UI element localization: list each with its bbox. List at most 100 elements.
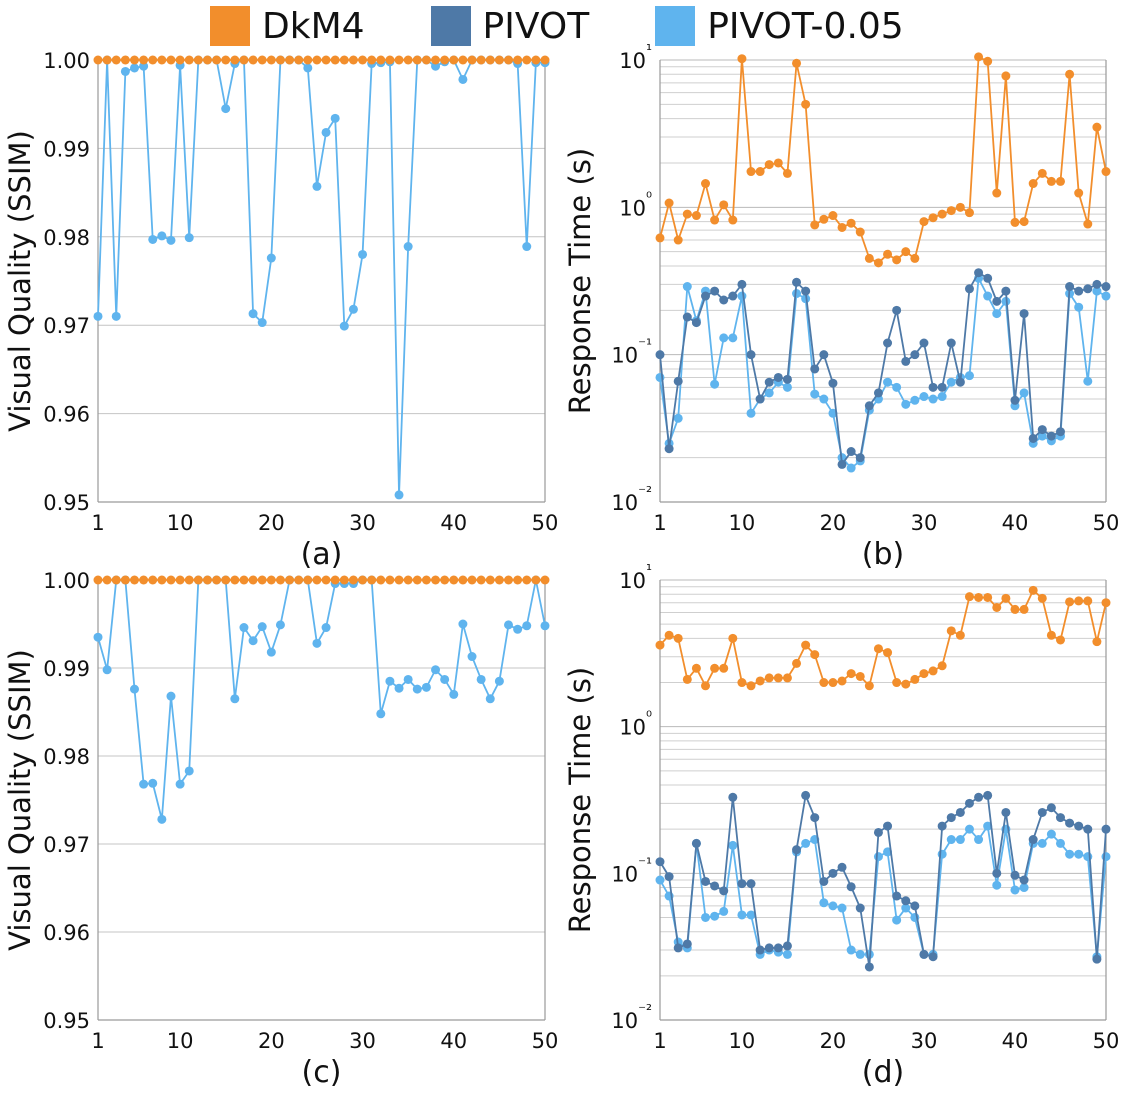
data-point-dkm4: [1074, 188, 1084, 198]
data-point-dkm4: [321, 55, 331, 65]
x-tick-label: 40: [1002, 511, 1029, 535]
data-point-dkm4: [403, 55, 413, 65]
data-point-dkm4: [431, 575, 441, 585]
data-point-pivot: [682, 312, 692, 322]
data-point-pivot-0-05: [120, 66, 130, 76]
data-point-pivot: [810, 813, 820, 823]
data-point-pivot-0-05: [901, 903, 911, 913]
data-point-pivot: [855, 903, 865, 913]
data-point-dkm4: [504, 55, 514, 65]
series-line-pivot-0-05: [97, 579, 546, 820]
data-point-pivot: [664, 444, 674, 454]
legend-label-pivot: PIVOT: [482, 5, 590, 47]
y-tick-label: 0.95: [43, 1009, 90, 1033]
data-point-pivot-0-05: [139, 779, 149, 789]
data-point-pivot-0-05: [1074, 302, 1084, 312]
data-point-dkm4: [955, 202, 965, 212]
chart-panel-1: 10⁻² 10⁻¹ 10⁰ 10¹ 1 10 20 30 40 50 Response Time (…: [563, 41, 1119, 572]
data-point-dkm4: [901, 247, 911, 257]
data-point-dkm4: [864, 253, 874, 263]
data-point-pivot-0-05: [710, 911, 720, 921]
data-point-dkm4: [1037, 168, 1047, 178]
data-point-pivot: [701, 291, 711, 301]
legend-swatch-pivot: [430, 6, 471, 46]
data-point-dkm4: [111, 55, 121, 65]
data-point-dkm4: [367, 575, 377, 585]
data-point-dkm4: [339, 55, 349, 65]
data-point-pivot-0-05: [230, 694, 240, 704]
data-point-dkm4: [1028, 179, 1038, 189]
data-point-dkm4: [664, 198, 674, 208]
panel-label: (c): [302, 1055, 342, 1090]
data-point-dkm4: [992, 188, 1002, 198]
data-point-pivot-0-05: [728, 333, 738, 343]
data-point-dkm4: [285, 575, 295, 585]
series-pivot: [655, 790, 1111, 972]
data-point-dkm4: [522, 575, 532, 585]
data-point-pivot: [883, 821, 893, 831]
data-point-pivot-0-05: [719, 906, 729, 916]
data-point-dkm4: [531, 575, 541, 585]
data-point-dkm4: [248, 575, 258, 585]
data-point-dkm4: [892, 255, 902, 265]
data-point-dkm4: [431, 55, 441, 65]
data-point-dkm4: [710, 215, 720, 225]
x-tick-label: 10: [167, 1029, 194, 1053]
y-tick-label: 0.98: [43, 226, 90, 250]
data-point-pivot-0-05: [1037, 838, 1047, 848]
data-point-pivot: [883, 338, 893, 348]
data-point-pivot-0-05: [655, 875, 665, 885]
data-point-dkm4: [294, 55, 304, 65]
data-point-dkm4: [230, 55, 240, 65]
data-point-dkm4: [330, 55, 340, 65]
data-point-pivot: [1074, 821, 1084, 831]
data-point-pivot-0-05: [910, 395, 920, 405]
data-point-dkm4: [513, 575, 523, 585]
data-point-dkm4: [531, 55, 541, 65]
data-point-pivot: [755, 945, 765, 955]
data-point-pivot: [737, 279, 747, 289]
data-point-dkm4: [476, 55, 486, 65]
legend-label-dkm4: DkM4: [262, 5, 365, 47]
y-tick-label: 10⁻²: [611, 483, 652, 515]
data-point-pivot-0-05: [93, 632, 103, 642]
data-point-dkm4: [458, 575, 468, 585]
data-point-pivot: [901, 896, 911, 906]
data-point-dkm4: [440, 575, 450, 585]
data-point-dkm4: [184, 575, 194, 585]
data-point-pivot: [964, 284, 974, 294]
data-point-pivot: [655, 857, 665, 867]
legend-swatch-dkm4: [210, 6, 250, 46]
x-tick-label: 1: [653, 511, 666, 535]
data-point-dkm4: [1037, 593, 1047, 603]
data-point-pivot-0-05: [983, 291, 993, 301]
data-point-dkm4: [782, 168, 792, 178]
data-point-dkm4: [421, 55, 431, 65]
y-tick-label: 0.95: [43, 491, 90, 515]
data-point-dkm4: [728, 215, 738, 225]
data-point-pivot-0-05: [710, 379, 720, 389]
data-point-pivot-0-05: [1055, 838, 1065, 848]
data-point-pivot-0-05: [737, 291, 747, 301]
data-point-pivot-0-05: [421, 682, 431, 692]
data-point-pivot-0-05: [257, 318, 267, 328]
data-point-dkm4: [819, 214, 829, 224]
data-point-dkm4: [330, 575, 340, 585]
x-tick-label: 50: [532, 511, 559, 535]
x-tick-label: 1: [653, 1029, 666, 1053]
legend-item-pivot: PIVOT: [430, 5, 590, 47]
data-point-pivot: [710, 286, 720, 296]
data-point-dkm4: [782, 673, 792, 683]
data-point-pivot-0-05: [467, 652, 477, 662]
data-point-dkm4: [1083, 596, 1093, 606]
x-tick-label: 20: [258, 511, 285, 535]
data-point-pivot: [1092, 954, 1102, 964]
data-point-pivot: [719, 295, 729, 305]
y-tick-label: 1.00: [43, 49, 90, 73]
data-point-dkm4: [239, 575, 249, 585]
data-point-dkm4: [846, 669, 856, 679]
data-point-dkm4: [1046, 630, 1056, 640]
data-point-dkm4: [212, 55, 222, 65]
chart-panel-3: 10⁻² 10⁻¹ 10⁰ 10¹ 1 10 20 30 40 50 Response Time (…: [563, 561, 1119, 1090]
y-axis-label: Visual Quality (SSIM): [3, 130, 37, 432]
